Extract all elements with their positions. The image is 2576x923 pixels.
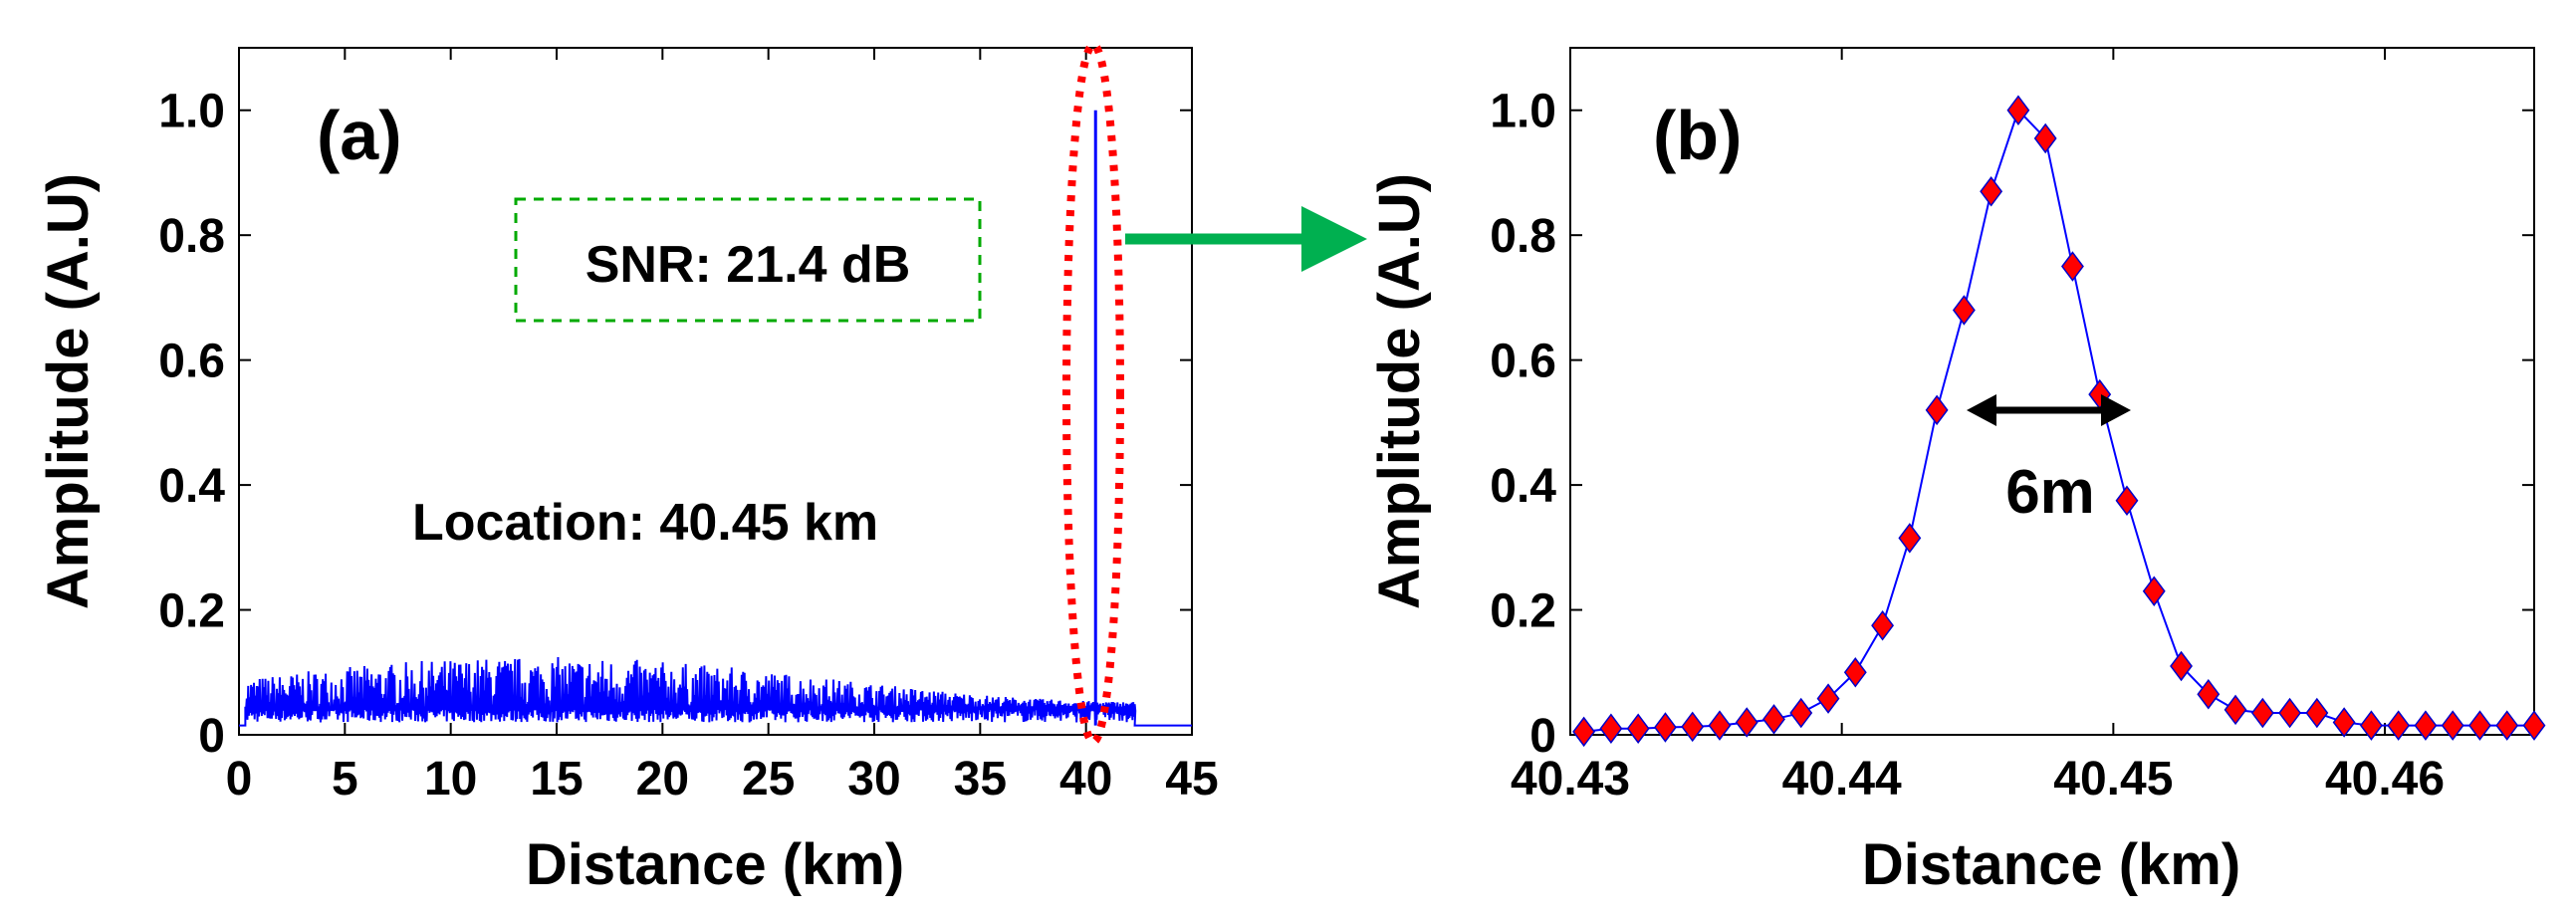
panel-b-x-tick-label: 40.46 (2325, 753, 2445, 806)
panel-b-data-point (1572, 716, 1596, 748)
panel-b-label: (b) (1653, 97, 1742, 174)
panel-b-data-point (2142, 576, 2166, 606)
panel-b-data-point (2278, 697, 2302, 729)
panel-a-y-label: Amplitude (A.U) (36, 173, 101, 609)
panel-b-y-ticks: 0 0.2 0.4 0.6 0.8 1.0 (1490, 86, 2534, 763)
fwhm-text: 6m (2005, 458, 2095, 527)
snr-text: SNR: 21.4 dB (585, 236, 911, 294)
panel-b-y-tick-label: 0 (1529, 710, 1556, 763)
panel-b-data-point (2468, 710, 2491, 741)
panel-b-data-point (2006, 95, 2030, 125)
panel-b-y-tick-label: 0.8 (1490, 210, 1556, 263)
panel-b-data-point (1925, 394, 1949, 426)
panel-b-data-point (1816, 683, 1840, 714)
fwhm-arrowhead-left (1967, 394, 1996, 426)
panel-b-frame (1569, 47, 2535, 736)
panel-b-y-tick-label: 1.0 (1490, 86, 1556, 138)
panel-b-series-line (1583, 108, 2534, 733)
fwhm-arrowhead-right (2101, 394, 2131, 426)
panel-b-data-point (2359, 710, 2383, 741)
panel-b-data-point (1708, 710, 1732, 741)
location-text: Location: 40.45 km (412, 494, 878, 552)
panel-a-y-tick-label: 0.4 (158, 460, 225, 513)
panel-a-x-label: Distance (km) (526, 832, 904, 897)
panel-a-y-tick-label: 0.8 (158, 210, 225, 263)
panel-b-data-point (2332, 707, 2356, 738)
panel-b-data-point (1871, 609, 1895, 641)
panel-a-x-tick-label: 35 (954, 753, 1007, 806)
panel-b-data-point (2033, 122, 2057, 154)
panel-b-data-point (1626, 713, 1650, 744)
panel-b-x-label: Distance (km) (1862, 832, 2240, 897)
panel-b-x-tick-label: 40.43 (1511, 753, 1630, 806)
panel-b-data-point (1654, 712, 1677, 743)
panel-b-x-tick-label: 40.44 (1782, 753, 1902, 806)
panel-a-x-tick-label: 0 (226, 753, 253, 806)
panel-b: 0 0.2 0.4 0.6 0.8 1.0 40.43 40.44 40.45 40.46 (b… (1367, 47, 2546, 897)
panel-a-y-tick-label: 0 (198, 710, 225, 763)
panel-b-data-point (1789, 697, 1813, 729)
snr-box (514, 197, 982, 323)
panel-a-x-tick-label: 15 (530, 753, 583, 806)
panel-b-data-point (1762, 704, 1785, 735)
panel-a-x-tick-label: 45 (1165, 753, 1218, 806)
panel-a-x-tick-label: 10 (424, 753, 477, 806)
panel-b-data-point (1735, 707, 1758, 738)
panel-b-data-point (2414, 710, 2438, 741)
panel-b-y-tick-label: 0.4 (1490, 460, 1556, 513)
panel-b-data-point (2061, 251, 2084, 282)
panel-b-x-ticks: 40.43 40.44 40.45 40.46 (1511, 48, 2445, 806)
panel-a-trace-line (239, 657, 1192, 727)
panel-a-x-tick-label: 5 (332, 753, 358, 806)
panel-b-data-point (2170, 650, 2193, 682)
panel-a-y-tick-label: 1.0 (158, 86, 225, 138)
panel-b-data-point (2197, 678, 2221, 710)
panel-b-data-point (1952, 295, 1976, 326)
panel-a-y-tick-label: 0.6 (158, 336, 225, 388)
panel-b-data-point (2250, 697, 2274, 729)
panel-b-data-point (2522, 710, 2546, 741)
panel-a-label: (a) (317, 97, 402, 174)
panel-a-y-ticks: 0 0.2 0.4 0.6 0.8 1.0 (158, 86, 1192, 763)
panel-a-y-tick-label: 0.2 (158, 585, 225, 638)
panel-b-data-point (2305, 697, 2329, 729)
panel-b-y-tick-label: 0.6 (1490, 336, 1556, 388)
panel-b-data-point (1681, 711, 1705, 743)
panel-a-x-tick-label: 20 (636, 753, 689, 806)
panel-a-frame (238, 47, 1193, 736)
panel-b-data-point (1843, 657, 1867, 688)
panel-b-data-point (1599, 713, 1623, 744)
panel-b-data-point (2441, 710, 2464, 741)
panel-a-x-tick-label: 40 (1059, 753, 1112, 806)
panel-a-x-tick-label: 30 (847, 753, 900, 806)
panel-a: 00.20.40.60.81.0 0 5 10 15 20 25 30 35 40 45 (a) … (36, 41, 1219, 897)
panel-b-data-point (2115, 485, 2139, 517)
panel-a-x-ticks: 0 5 10 15 20 25 30 35 40 45 (226, 48, 1219, 806)
panel-b-plot-area (1572, 95, 2546, 748)
panel-b-y-tick-label: 0.2 (1490, 585, 1556, 638)
panel-b-data-point (1980, 176, 2003, 207)
peak-highlight-ellipse (1062, 41, 1124, 746)
panel-b-data-point (1898, 523, 1922, 554)
panel-b-y-label: Amplitude (A.U) (1367, 173, 1432, 609)
panel-a-plot-area (239, 110, 1192, 727)
panel-b-x-tick-label: 40.45 (2053, 753, 2173, 806)
panel-b-data-point (2387, 710, 2411, 741)
panel-a-x-tick-label: 25 (742, 753, 795, 806)
panel-b-data-point (2224, 694, 2247, 726)
panel-b-data-point (2495, 710, 2519, 741)
